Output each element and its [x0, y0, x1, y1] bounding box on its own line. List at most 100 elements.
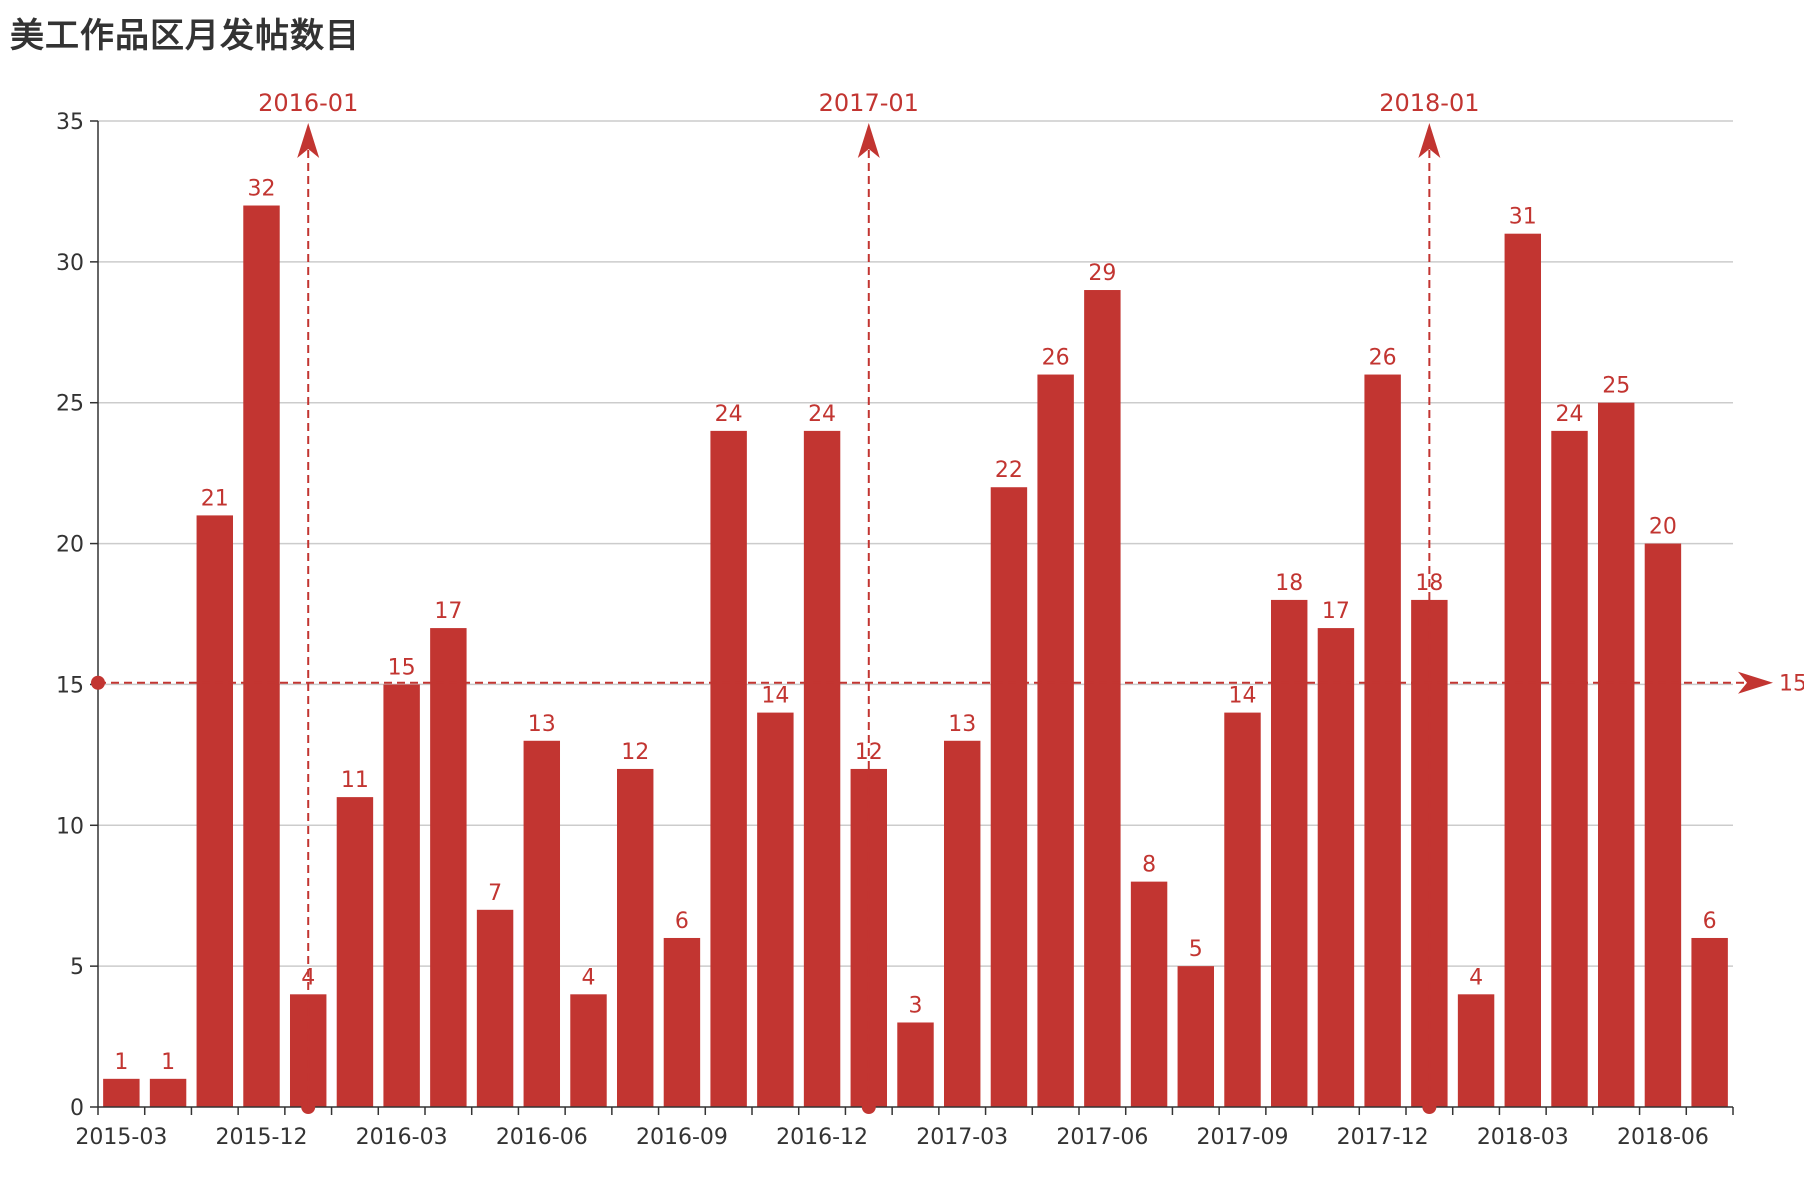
bar-value-label: 15	[388, 655, 416, 680]
bar	[243, 205, 280, 1107]
x-tick-label: 2018-03	[1477, 1125, 1569, 1150]
bar	[1270, 599, 1308, 1107]
bar	[1644, 543, 1682, 1107]
x-tick-label: 2016-09	[636, 1125, 728, 1150]
bar-value-label: 24	[715, 402, 743, 427]
bar-value-label: 18	[1275, 571, 1303, 596]
data-labels: 1 121324111517713412624142412313222629851…	[114, 177, 1716, 1075]
bar-value-label: 12	[621, 740, 649, 765]
bar-value-label: 1	[114, 1050, 128, 1075]
bar	[943, 740, 981, 1107]
x-tick-label: 2017-03	[916, 1125, 1008, 1150]
x-tick-label: 2016-06	[496, 1125, 588, 1150]
bar	[897, 1022, 934, 1107]
x-tick-label: 2018-06	[1617, 1125, 1709, 1150]
bar-value-label: 3	[909, 993, 923, 1018]
bar	[149, 1078, 187, 1107]
bar	[103, 1078, 140, 1107]
bar	[1037, 374, 1074, 1107]
bar-value-label: 13	[528, 712, 556, 737]
bar	[990, 487, 1028, 1107]
bar	[336, 797, 374, 1107]
bar	[1691, 937, 1728, 1107]
vertical-markline-label: 2018-01	[1379, 89, 1479, 117]
markline-arrow-icon	[857, 123, 880, 158]
bar	[1130, 881, 1168, 1107]
markline-arrow-icon	[297, 123, 320, 158]
bar	[383, 684, 420, 1107]
bar-value-label: 18	[1415, 571, 1443, 596]
marklines: 15.06 2016-01 2017-01 2018-01	[91, 89, 1804, 1114]
y-tick-label: 30	[56, 251, 84, 276]
x-tick-label: 2017-12	[1337, 1125, 1429, 1150]
bar	[803, 430, 841, 1107]
bar-value-label: 26	[1042, 346, 1070, 371]
x-tick-label: 2016-03	[356, 1125, 448, 1150]
bar	[710, 430, 747, 1107]
chart-title: 美工作品区月发帖数目	[10, 16, 360, 56]
bar	[1597, 402, 1635, 1107]
y-tick-label: 25	[56, 392, 84, 417]
bar-value-label: 24	[808, 402, 836, 427]
bar-value-label: 8	[1142, 853, 1156, 878]
x-tick-label: 2015-03	[75, 1125, 167, 1150]
bar	[1224, 712, 1261, 1107]
bar	[430, 628, 467, 1107]
bar-value-label: 32	[248, 177, 276, 202]
bar	[1504, 233, 1542, 1107]
y-tick-label: 10	[56, 814, 84, 839]
markline-arrow-icon	[1418, 123, 1441, 158]
bar-value-label: 26	[1369, 346, 1397, 371]
bar-value-label: 13	[948, 712, 976, 737]
bar-series	[103, 205, 1728, 1107]
bar-value-label: 31	[1509, 205, 1537, 230]
bar	[523, 740, 561, 1107]
bar	[1317, 628, 1355, 1107]
average-markline-label: 15.06	[1779, 672, 1804, 697]
bar	[757, 712, 794, 1107]
y-tick-label: 5	[70, 955, 84, 980]
bar-value-label: 24	[1556, 402, 1584, 427]
bar-value-label: 1	[161, 1050, 175, 1075]
bar-value-label: 17	[1322, 599, 1350, 624]
markline-arrow-icon	[1738, 671, 1773, 694]
bar-value-label: 6	[675, 909, 689, 934]
bar-value-label: 29	[1088, 261, 1116, 286]
bar-value-label: 4	[582, 965, 596, 990]
bar-value-label: 14	[1229, 684, 1257, 709]
y-tick-label: 15	[56, 673, 84, 698]
y-tick-label: 20	[56, 533, 84, 558]
bar-value-label: 14	[761, 684, 789, 709]
y-tick-label: 0	[70, 1096, 84, 1121]
bar	[1457, 994, 1495, 1107]
bar-value-label: 4	[1469, 965, 1483, 990]
bar-value-label: 22	[995, 458, 1023, 483]
bar-value-label: 7	[488, 881, 502, 906]
bar	[1551, 430, 1588, 1107]
bar-value-label: 25	[1602, 374, 1630, 399]
x-tick-label: 2016-12	[776, 1125, 868, 1150]
bar	[476, 909, 514, 1107]
bar-value-label: 21	[201, 486, 229, 511]
bar-value-label: 17	[434, 599, 462, 624]
y-tick-label: 35	[56, 110, 84, 135]
x-tick-label: 2017-09	[1197, 1125, 1289, 1150]
bar-value-label: 11	[341, 768, 369, 793]
bar-value-label: 6	[1703, 909, 1717, 934]
bar-value-label: 4	[301, 965, 315, 990]
bar	[1177, 966, 1215, 1107]
bar-value-label: 12	[855, 740, 883, 765]
bar	[663, 937, 701, 1107]
bar-value-label: 5	[1189, 937, 1203, 962]
x-tick-label: 2015-12	[216, 1125, 308, 1150]
bar	[1084, 290, 1121, 1107]
bar	[570, 994, 607, 1107]
vertical-markline-label: 2016-01	[258, 89, 358, 117]
bar-value-label: 20	[1649, 515, 1677, 540]
bar	[1364, 374, 1401, 1107]
bar	[616, 768, 654, 1107]
x-tick-label: 2017-06	[1056, 1125, 1148, 1150]
vertical-markline-label: 2017-01	[819, 89, 919, 117]
